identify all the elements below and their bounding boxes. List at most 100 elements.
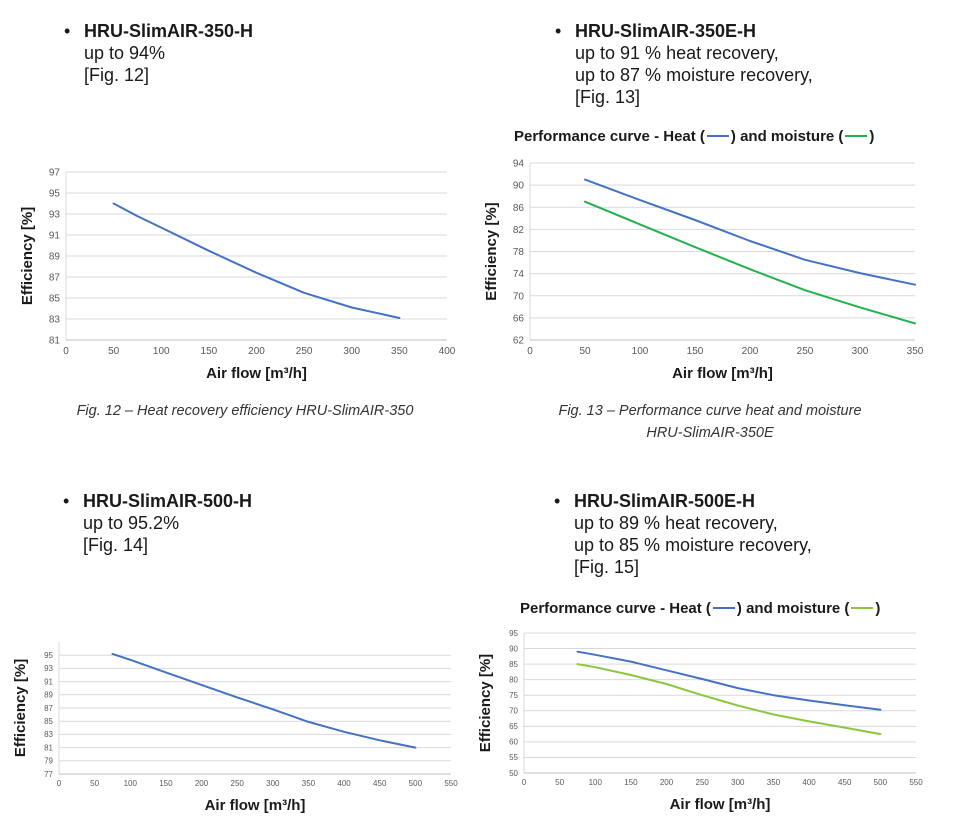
y-tick-label: 93 bbox=[49, 210, 61, 221]
x-axis-label: Air flow [m³/h] bbox=[670, 796, 771, 813]
y-tick-label: 85 bbox=[44, 717, 53, 726]
y-tick-label: 62 bbox=[513, 336, 525, 347]
y-tick-label: 66 bbox=[513, 313, 525, 324]
y-axis-label: Efficiency [%] bbox=[483, 202, 500, 300]
legend-moisture-swatch bbox=[851, 607, 874, 610]
product-block-350h: HRU-SlimAIR-350-H up to 94% [Fig. 12] bbox=[64, 20, 253, 86]
y-tick-label: 89 bbox=[44, 691, 53, 700]
y-tick-label: 65 bbox=[509, 722, 518, 731]
x-tick-label: 200 bbox=[195, 779, 209, 788]
product-line: up to 91 % heat recovery, bbox=[575, 43, 779, 63]
x-tick-label: 300 bbox=[266, 779, 280, 788]
y-tick-label: 60 bbox=[509, 738, 518, 747]
x-tick-label: 500 bbox=[874, 778, 888, 787]
x-tick-label: 0 bbox=[527, 346, 533, 357]
y-tick-label: 97 bbox=[49, 168, 61, 179]
figure-caption-12: Fig. 12 – Heat recovery efficiency HRU-S… bbox=[40, 400, 450, 422]
x-tick-label: 200 bbox=[248, 346, 265, 357]
y-tick-label: 80 bbox=[509, 675, 518, 684]
x-tick-label: 400 bbox=[802, 778, 816, 787]
y-tick-label: 78 bbox=[513, 247, 525, 258]
y-tick-label: 95 bbox=[509, 629, 518, 638]
y-tick-label: 75 bbox=[509, 691, 518, 700]
y-tick-label: 95 bbox=[44, 651, 53, 660]
x-tick-label: 500 bbox=[409, 779, 423, 788]
x-tick-label: 100 bbox=[589, 778, 603, 787]
y-tick-label: 95 bbox=[49, 189, 61, 200]
legend-prefix: Performance curve - Heat ( bbox=[514, 128, 705, 145]
x-tick-label: 400 bbox=[337, 779, 351, 788]
x-tick-label: 200 bbox=[660, 778, 674, 787]
y-tick-label: 79 bbox=[44, 757, 53, 766]
figure-caption-13: Fig. 13 – Performance curve heat and moi… bbox=[505, 400, 915, 444]
y-tick-label: 55 bbox=[509, 753, 518, 762]
x-tick-label: 100 bbox=[153, 346, 170, 357]
product-block-350eh: HRU-SlimAIR-350E-H up to 91 % heat recov… bbox=[555, 20, 813, 108]
product-line: up to 95.2% bbox=[83, 513, 180, 533]
x-tick-label: 450 bbox=[373, 779, 387, 788]
product-line: [Fig. 14] bbox=[83, 535, 149, 555]
x-tick-label: 150 bbox=[624, 778, 638, 787]
series-line-moisture bbox=[584, 200, 916, 325]
y-axis-label: Efficiency [%] bbox=[477, 654, 494, 752]
y-tick-label: 90 bbox=[509, 644, 518, 653]
product-line: up to 87 % moisture recovery, bbox=[575, 65, 813, 85]
y-tick-label: 70 bbox=[509, 707, 518, 716]
product-title: HRU-SlimAIR-350E-H bbox=[555, 20, 813, 42]
y-tick-label: 87 bbox=[44, 704, 53, 713]
legend-heat-swatch bbox=[712, 607, 735, 610]
x-tick-label: 200 bbox=[742, 346, 759, 357]
legend-heat-swatch bbox=[706, 135, 729, 138]
y-tick-label: 77 bbox=[44, 770, 53, 779]
x-tick-label: 50 bbox=[579, 346, 591, 357]
product-title: HRU-SlimAIR-500-H bbox=[63, 490, 252, 512]
y-tick-label: 90 bbox=[513, 181, 525, 192]
product-line: up to 94% bbox=[84, 43, 166, 63]
legend-suffix: ) bbox=[869, 128, 875, 145]
x-axis-label: Air flow [m³/h] bbox=[206, 365, 307, 382]
series-line-heat bbox=[584, 178, 916, 286]
y-tick-label: 74 bbox=[513, 269, 525, 280]
y-axis-label: Efficiency [%] bbox=[12, 659, 29, 757]
product-block-500h: HRU-SlimAIR-500-H up to 95.2% [Fig. 14] bbox=[63, 490, 252, 556]
series-line-heat bbox=[112, 202, 401, 319]
x-tick-label: 450 bbox=[838, 778, 852, 787]
y-tick-label: 81 bbox=[49, 336, 61, 347]
series-line-heat bbox=[111, 652, 417, 749]
y-tick-label: 83 bbox=[44, 730, 53, 739]
x-axis-label: Air flow [m³/h] bbox=[205, 797, 306, 814]
x-tick-label: 150 bbox=[159, 779, 173, 788]
caption-text: Fig. 12 – Heat recovery efficiency HRU-S… bbox=[76, 403, 414, 419]
x-tick-label: 350 bbox=[302, 779, 316, 788]
product-line: [Fig. 12] bbox=[84, 65, 150, 85]
product-title: HRU-SlimAIR-350-H bbox=[64, 20, 253, 42]
product-title: HRU-SlimAIR-500E-H bbox=[554, 490, 812, 512]
product-line: up to 85 % moisture recovery, bbox=[574, 535, 812, 555]
x-tick-label: 300 bbox=[731, 778, 745, 787]
y-axis-label: Efficiency [%] bbox=[19, 207, 36, 305]
x-tick-label: 250 bbox=[296, 346, 313, 357]
y-tick-label: 82 bbox=[513, 225, 525, 236]
caption-text: HRU-SlimAIR-350E bbox=[646, 425, 774, 441]
x-tick-label: 250 bbox=[696, 778, 710, 787]
chart-title-fig13: Performance curve - Heat () and moisture… bbox=[514, 128, 874, 145]
x-tick-label: 550 bbox=[909, 778, 923, 787]
x-tick-label: 0 bbox=[522, 778, 527, 787]
x-tick-label: 150 bbox=[687, 346, 704, 357]
y-tick-label: 50 bbox=[509, 769, 518, 778]
x-tick-label: 300 bbox=[852, 346, 869, 357]
x-tick-label: 350 bbox=[391, 346, 408, 357]
x-tick-label: 0 bbox=[63, 346, 69, 357]
y-tick-label: 91 bbox=[44, 677, 53, 686]
x-tick-label: 0 bbox=[57, 779, 62, 788]
y-tick-label: 91 bbox=[49, 231, 61, 242]
legend-suffix: ) bbox=[875, 600, 881, 617]
legend-moisture-swatch bbox=[845, 135, 868, 138]
x-tick-label: 350 bbox=[767, 778, 781, 787]
product-line: [Fig. 13] bbox=[575, 87, 641, 107]
y-tick-label: 93 bbox=[44, 664, 53, 673]
